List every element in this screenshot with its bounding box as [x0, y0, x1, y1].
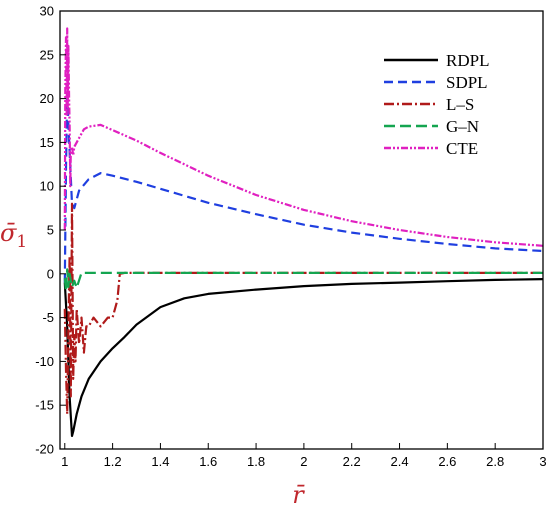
y-tick-label: -15: [35, 398, 54, 413]
y-axis-label-sub: 1: [16, 232, 27, 252]
legend: RDPL SDPL L–S G–N CTE: [384, 51, 489, 158]
axes: 1 1.2 1.4 1.6 1.8 2 2.2 2.4 2.6 2.8 3 -20 -15 -10 -5 0 5…: [35, 4, 546, 470]
y-tick-label: 15: [40, 135, 54, 150]
series-line-cte: [63, 27, 544, 247]
y-tick-label: -5: [42, 310, 54, 325]
y-tick-label: 30: [40, 4, 54, 19]
legend-label-l-s: L–S: [446, 95, 474, 114]
legend-label-cte: CTE: [446, 139, 478, 158]
legend-label-rdpl: RDPL: [446, 51, 489, 70]
series-line-g-n: [63, 268, 543, 293]
x-tick-label: 2.2: [343, 454, 361, 469]
y-tick-label: 25: [40, 47, 54, 62]
x-tick-label: 2.4: [390, 454, 408, 469]
x-tick-label: 1.2: [104, 454, 122, 469]
x-tick-label: 1.6: [199, 454, 217, 469]
y-axis-label: σ̄1: [0, 219, 27, 252]
y-tick-label: 5: [47, 223, 54, 238]
series-line-l-s: [63, 202, 543, 416]
x-axis-label: r̄: [292, 481, 305, 509]
y-tick-label: 10: [40, 179, 54, 194]
y-tick-label: -10: [35, 354, 54, 369]
x-tick-label: 2: [300, 454, 307, 469]
x-tick-label: 1: [61, 454, 68, 469]
x-tick-label: 1.4: [151, 454, 169, 469]
y-axis-label-main: σ̄: [0, 219, 17, 247]
y-tick-label: -20: [35, 442, 54, 457]
series-line-rdpl: [63, 278, 544, 437]
legend-label-g-n: G–N: [446, 117, 479, 136]
y-tick-label: 0: [47, 266, 54, 281]
plot-lines: [63, 27, 544, 437]
x-tick-label: 2.6: [438, 454, 456, 469]
x-tick-label: 1.8: [247, 454, 265, 469]
x-tick-label: 2.8: [486, 454, 504, 469]
x-tick-label: 3: [539, 454, 546, 469]
y-tick-label: 20: [40, 91, 54, 106]
legend-label-sdpl: SDPL: [446, 73, 488, 92]
